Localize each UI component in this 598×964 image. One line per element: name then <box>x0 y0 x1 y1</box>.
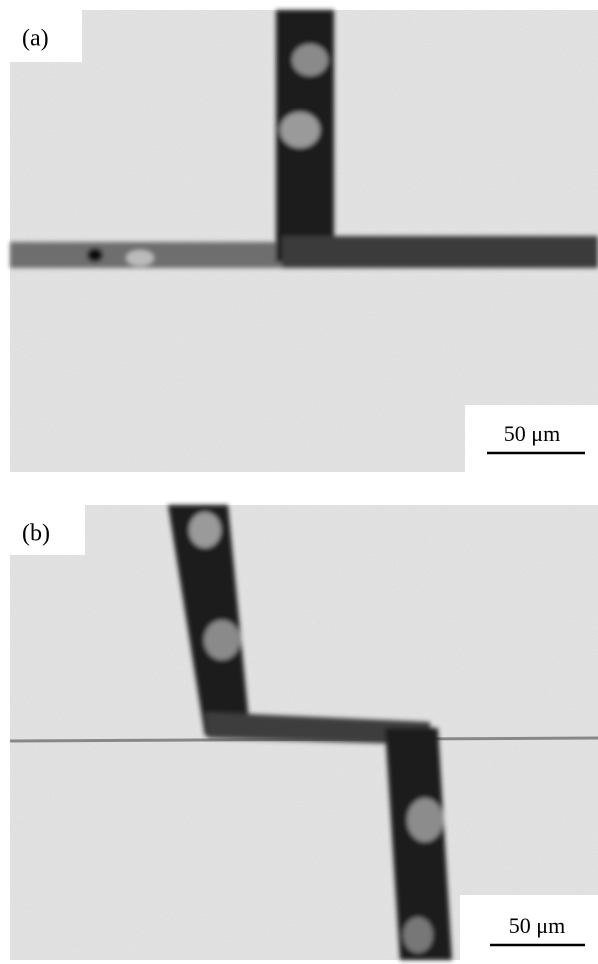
panel-label: (a) <box>22 26 49 52</box>
scale-bar-label: 50 μm <box>504 421 560 446</box>
page: {"panels": [{"label": "(a)", "scale_bar"… <box>0 0 598 964</box>
panel-b: (b) 50 μm <box>10 505 598 960</box>
panel-label: (b) <box>22 521 50 547</box>
panel-a: (a) 50 μm <box>10 10 598 472</box>
figure: (a) 50 μm (b) 50 μm <box>0 0 598 964</box>
scale-bar-label: 50 μm <box>509 913 565 938</box>
